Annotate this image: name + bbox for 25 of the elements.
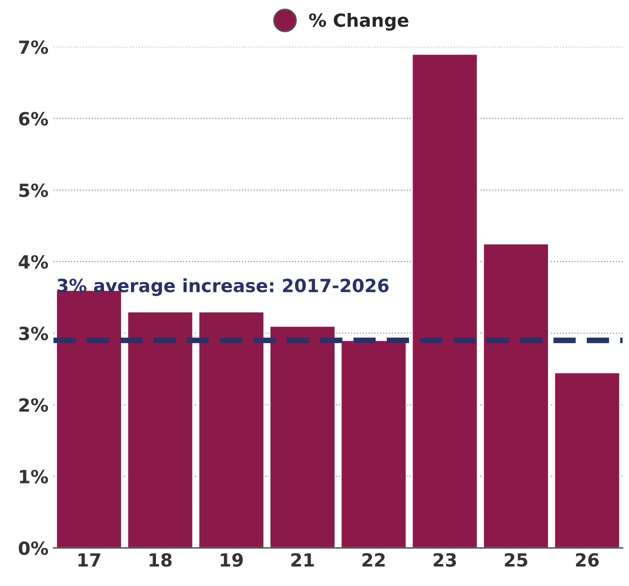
x-tick-label: 25 (504, 553, 528, 567)
legend-label: % Change (309, 13, 408, 31)
x-tick-label: 17 (78, 553, 100, 566)
y-tick-label: 4% (18, 255, 48, 269)
y-tick-label: 5% (19, 183, 48, 198)
x-tick-label: 26 (576, 553, 599, 567)
bar (198, 311, 265, 548)
x-tick-label: 19 (220, 553, 243, 567)
bar (554, 372, 621, 548)
bar (126, 311, 194, 548)
y-tick-label: 0% (18, 541, 48, 556)
ref-line-label: 3% average increase: 2017-2026 (58, 278, 389, 296)
bar (340, 340, 408, 548)
x-tick-label: 18 (150, 553, 172, 567)
y-tick-label: 3% (19, 326, 48, 340)
x-tick-label: 23 (434, 553, 456, 567)
x-tick-label: 22 (362, 553, 385, 566)
y-tick-label: 6% (19, 112, 48, 126)
y-tick-label: 2% (19, 398, 48, 412)
bar (411, 53, 478, 548)
y-tick-label: 7% (19, 40, 48, 54)
bar (482, 243, 550, 548)
y-tick-label: 1% (20, 470, 48, 484)
bar (269, 325, 336, 548)
x-tick-label: 21 (291, 553, 314, 566)
